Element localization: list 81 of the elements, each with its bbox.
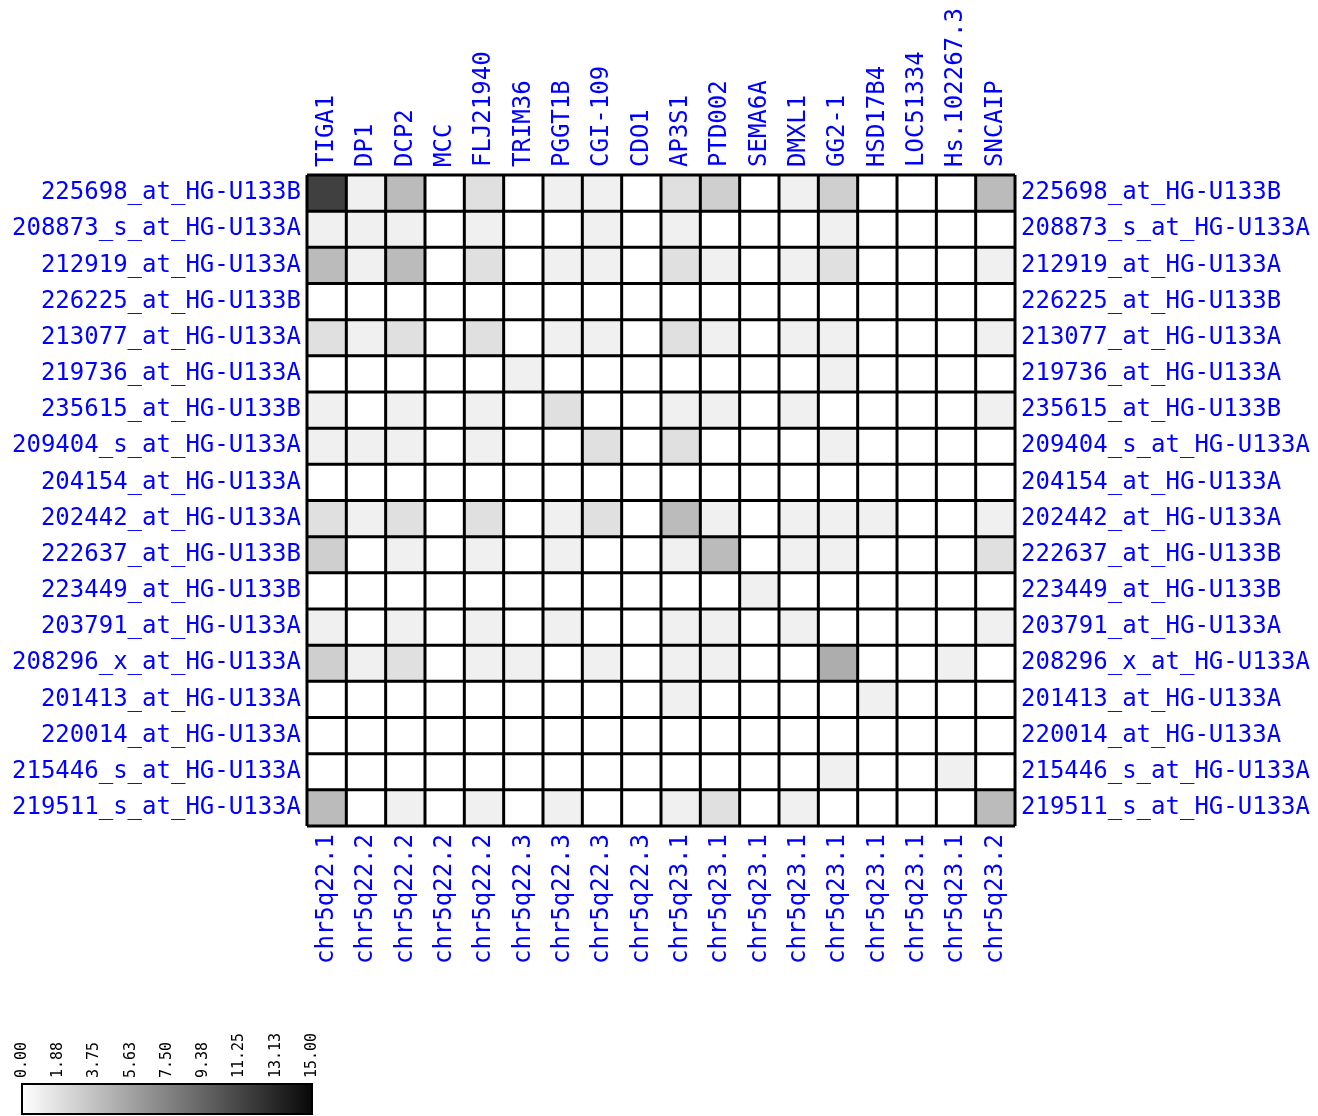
x-tick-label: FLJ21940 [468, 51, 497, 167]
y2-tick-label: 220014_at_HG-U133A [1021, 719, 1282, 748]
y2-tick-label: 223449_at_HG-U133B [1021, 575, 1282, 604]
y-tick-label: 209404_s_at_HG-U133A [12, 430, 302, 459]
x-tick-label: PTD002 [704, 80, 733, 167]
text: chr5q22.2 [350, 834, 379, 965]
y-tick-label: 220014_at_HG-U133A [40, 719, 302, 748]
y2-tick-label: 204154_at_HG-U133A [1021, 466, 1282, 495]
text: chr5q22.3 [546, 834, 575, 965]
y-tick-label: 204154_at_HG-U133A [40, 466, 302, 495]
x-tick-label: SEMA6A [743, 79, 772, 167]
y2-tick-label: 215446_s_at_HG-U133A [1021, 755, 1311, 784]
text: chr5q23.1 [940, 834, 969, 965]
x-tick-label: HSD17B4 [861, 65, 890, 167]
text: chr5q23.1 [704, 834, 733, 965]
text: chr5q23.1 [900, 834, 929, 965]
y-tick-label: 235615_at_HG-U133B [40, 394, 301, 423]
y2-tick-label: 209404_s_at_HG-U133A [1021, 430, 1311, 459]
y-tick-label: 208873_s_at_HG-U133A [12, 213, 302, 242]
y-tick-label: 201413_at_HG-U133A [40, 683, 302, 712]
color-bar-label: 1.88 [48, 1041, 67, 1078]
x-tick-label: GG2-1 [822, 94, 851, 167]
text: chr5q22.2 [468, 834, 497, 965]
y-tick-label: 212919_at_HG-U133A [40, 249, 302, 278]
y2-tick-label: 219511_s_at_HG-U133A [1021, 792, 1311, 821]
x-tick-label: DP1 [350, 123, 379, 167]
text: chr5q23.2 [979, 834, 1008, 965]
y2-tick-label: 203791_at_HG-U133A [1021, 611, 1282, 640]
text: chr5q22.3 [625, 834, 654, 965]
text: chr5q22.2 [428, 834, 457, 965]
text: chr5q23.1 [664, 834, 693, 965]
text: chr5q22.2 [389, 834, 418, 965]
x-tick-label: DCP2 [389, 109, 418, 167]
x-tick-label: Hs.102267.3 [940, 8, 969, 167]
text: chr5q23.1 [861, 834, 890, 965]
text: chr5q22.3 [586, 834, 615, 965]
text: chr5q23.1 [822, 834, 851, 965]
x-tick-label: MCC [428, 123, 457, 167]
x-tick-label: LOC51334 [900, 51, 929, 167]
x-tick-label: AP3S1 [664, 94, 693, 167]
x-tick-label: CGI-109 [586, 65, 615, 167]
y2-tick-label: 201413_at_HG-U133A [1021, 683, 1282, 712]
color-bar-label: 3.75 [84, 1041, 103, 1078]
y2-tick-label: 226225_at_HG-U133B [1021, 285, 1282, 314]
y-tick-label: 222637_at_HG-U133B [40, 538, 301, 567]
x-tick-label: SNCAIP [979, 80, 1008, 167]
text: chr5q22.3 [507, 834, 536, 965]
color-bar-label: 7.50 [156, 1041, 175, 1078]
x-tick-label: TRIM36 [507, 80, 536, 167]
x-tick-label: TIGA1 [310, 94, 339, 167]
color-bar-label: 15.00 [301, 1032, 320, 1078]
x-tick-label: CDO1 [625, 109, 654, 167]
y-tick-label: 208296_x_at_HG-U133A [12, 647, 302, 676]
color-bar-label: 5.63 [120, 1041, 139, 1078]
color-bar-label: 11.25 [229, 1032, 248, 1078]
y-tick-label: 219736_at_HG-U133A [40, 358, 302, 387]
y-tick-label: 215446_s_at_HG-U133A [12, 755, 302, 784]
color-bar-label: 0.00 [11, 1041, 30, 1078]
y2-tick-label: 222637_at_HG-U133B [1021, 538, 1282, 567]
x-tick-label: DMXL1 [782, 94, 811, 167]
text: chr5q23.1 [782, 834, 811, 965]
y2-tick-label: 213077_at_HG-U133A [1021, 321, 1282, 350]
color-bar-label: 13.13 [265, 1032, 284, 1078]
y2-tick-label: 225698_at_HG-U133B [1021, 177, 1282, 206]
y-tick-label: 213077_at_HG-U133A [40, 321, 302, 350]
y-tick-label: 203791_at_HG-U133A [40, 611, 302, 640]
y-tick-label: 219511_s_at_HG-U133A [12, 792, 302, 821]
text: chr5q23.1 [743, 834, 772, 965]
y2-tick-label: 208296_x_at_HG-U133A [1021, 647, 1311, 676]
x-tick-label: PGGT1B [546, 80, 575, 167]
y2-tick-label: 235615_at_HG-U133B [1021, 394, 1282, 423]
y-tick-label: 225698_at_HG-U133B [40, 177, 301, 206]
y-tick-label: 223449_at_HG-U133B [40, 575, 301, 604]
y-tick-label: 226225_at_HG-U133B [40, 285, 301, 314]
y2-tick-label: 202442_at_HG-U133A [1021, 502, 1282, 531]
y2-tick-label: 208873_s_at_HG-U133A [1021, 213, 1311, 242]
y2-tick-label: 212919_at_HG-U133A [1021, 249, 1282, 278]
y-tick-label: 202442_at_HG-U133A [40, 502, 302, 531]
text: chr5q22.1 [310, 834, 339, 965]
y2-tick-label: 219736_at_HG-U133A [1021, 358, 1282, 387]
color-bar-label: 9.38 [193, 1041, 212, 1078]
